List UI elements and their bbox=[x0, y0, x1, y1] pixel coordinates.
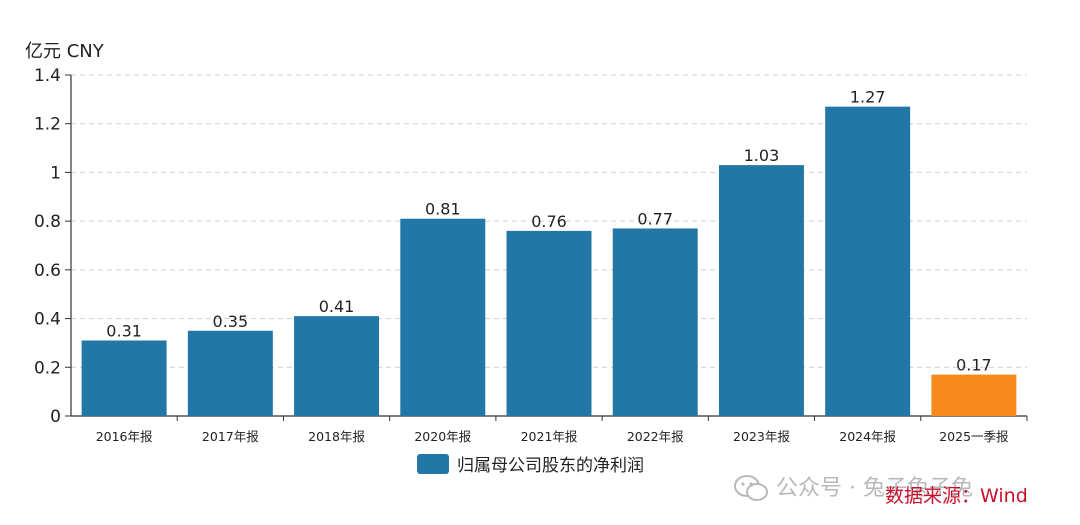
data-source-label: 数据来源：Wind bbox=[885, 485, 1028, 507]
bar-value-label: 0.76 bbox=[531, 212, 567, 231]
x-tick-label: 2024年报 bbox=[839, 429, 896, 444]
y-tick-label: 0.4 bbox=[34, 310, 61, 330]
y-tick-label: 0.8 bbox=[34, 212, 61, 232]
bar-value-label: 0.77 bbox=[637, 209, 673, 228]
legend-swatch bbox=[417, 453, 449, 474]
wechat-icon bbox=[734, 475, 768, 501]
y-tick-label: 1 bbox=[50, 163, 61, 183]
y-tick-label: 0.6 bbox=[34, 261, 61, 281]
legend: 归属母公司股东的净利润 bbox=[417, 451, 644, 476]
y-tick-label: 0.2 bbox=[34, 358, 61, 378]
bar bbox=[931, 374, 1017, 416]
watermark: 公众号 · 兔子兔子兔 bbox=[733, 470, 973, 504]
bar bbox=[294, 316, 380, 416]
x-tick-label: 2025一季报 bbox=[939, 429, 1009, 444]
y-axis-unit-label: 亿元 CNY bbox=[25, 41, 104, 62]
bar-value-label: 0.35 bbox=[213, 312, 249, 331]
x-tick-label: 2018年报 bbox=[308, 429, 365, 444]
x-tick-label: 2021年报 bbox=[521, 429, 578, 444]
bar-value-label: 1.27 bbox=[850, 88, 886, 107]
y-tick-label: 1.4 bbox=[34, 66, 61, 86]
x-tick-label: 2017年报 bbox=[202, 429, 259, 444]
y-tick-label: 1.2 bbox=[34, 115, 61, 135]
bar-value-label: 0.17 bbox=[956, 356, 992, 375]
x-tick-label: 2016年报 bbox=[96, 429, 153, 444]
bar bbox=[187, 330, 273, 416]
bar-value-label: 0.41 bbox=[319, 297, 355, 316]
x-tick-label: 2020年报 bbox=[414, 429, 471, 444]
x-tick-label: 2023年报 bbox=[733, 429, 790, 444]
bar bbox=[400, 218, 486, 416]
bar bbox=[718, 165, 804, 416]
y-tick-label: 0 bbox=[50, 407, 61, 427]
bar bbox=[506, 230, 592, 416]
bar bbox=[612, 228, 698, 416]
legend-label: 归属母公司股东的净利润 bbox=[457, 456, 644, 476]
bar-value-label: 1.03 bbox=[744, 146, 780, 165]
x-tick-label: 2022年报 bbox=[627, 429, 684, 444]
bar-value-label: 0.31 bbox=[106, 321, 142, 340]
watermark-text: 公众号 · 兔子兔子兔 bbox=[776, 476, 973, 501]
bar bbox=[825, 106, 911, 417]
bar bbox=[81, 340, 167, 416]
bar-value-label: 0.81 bbox=[425, 200, 461, 219]
